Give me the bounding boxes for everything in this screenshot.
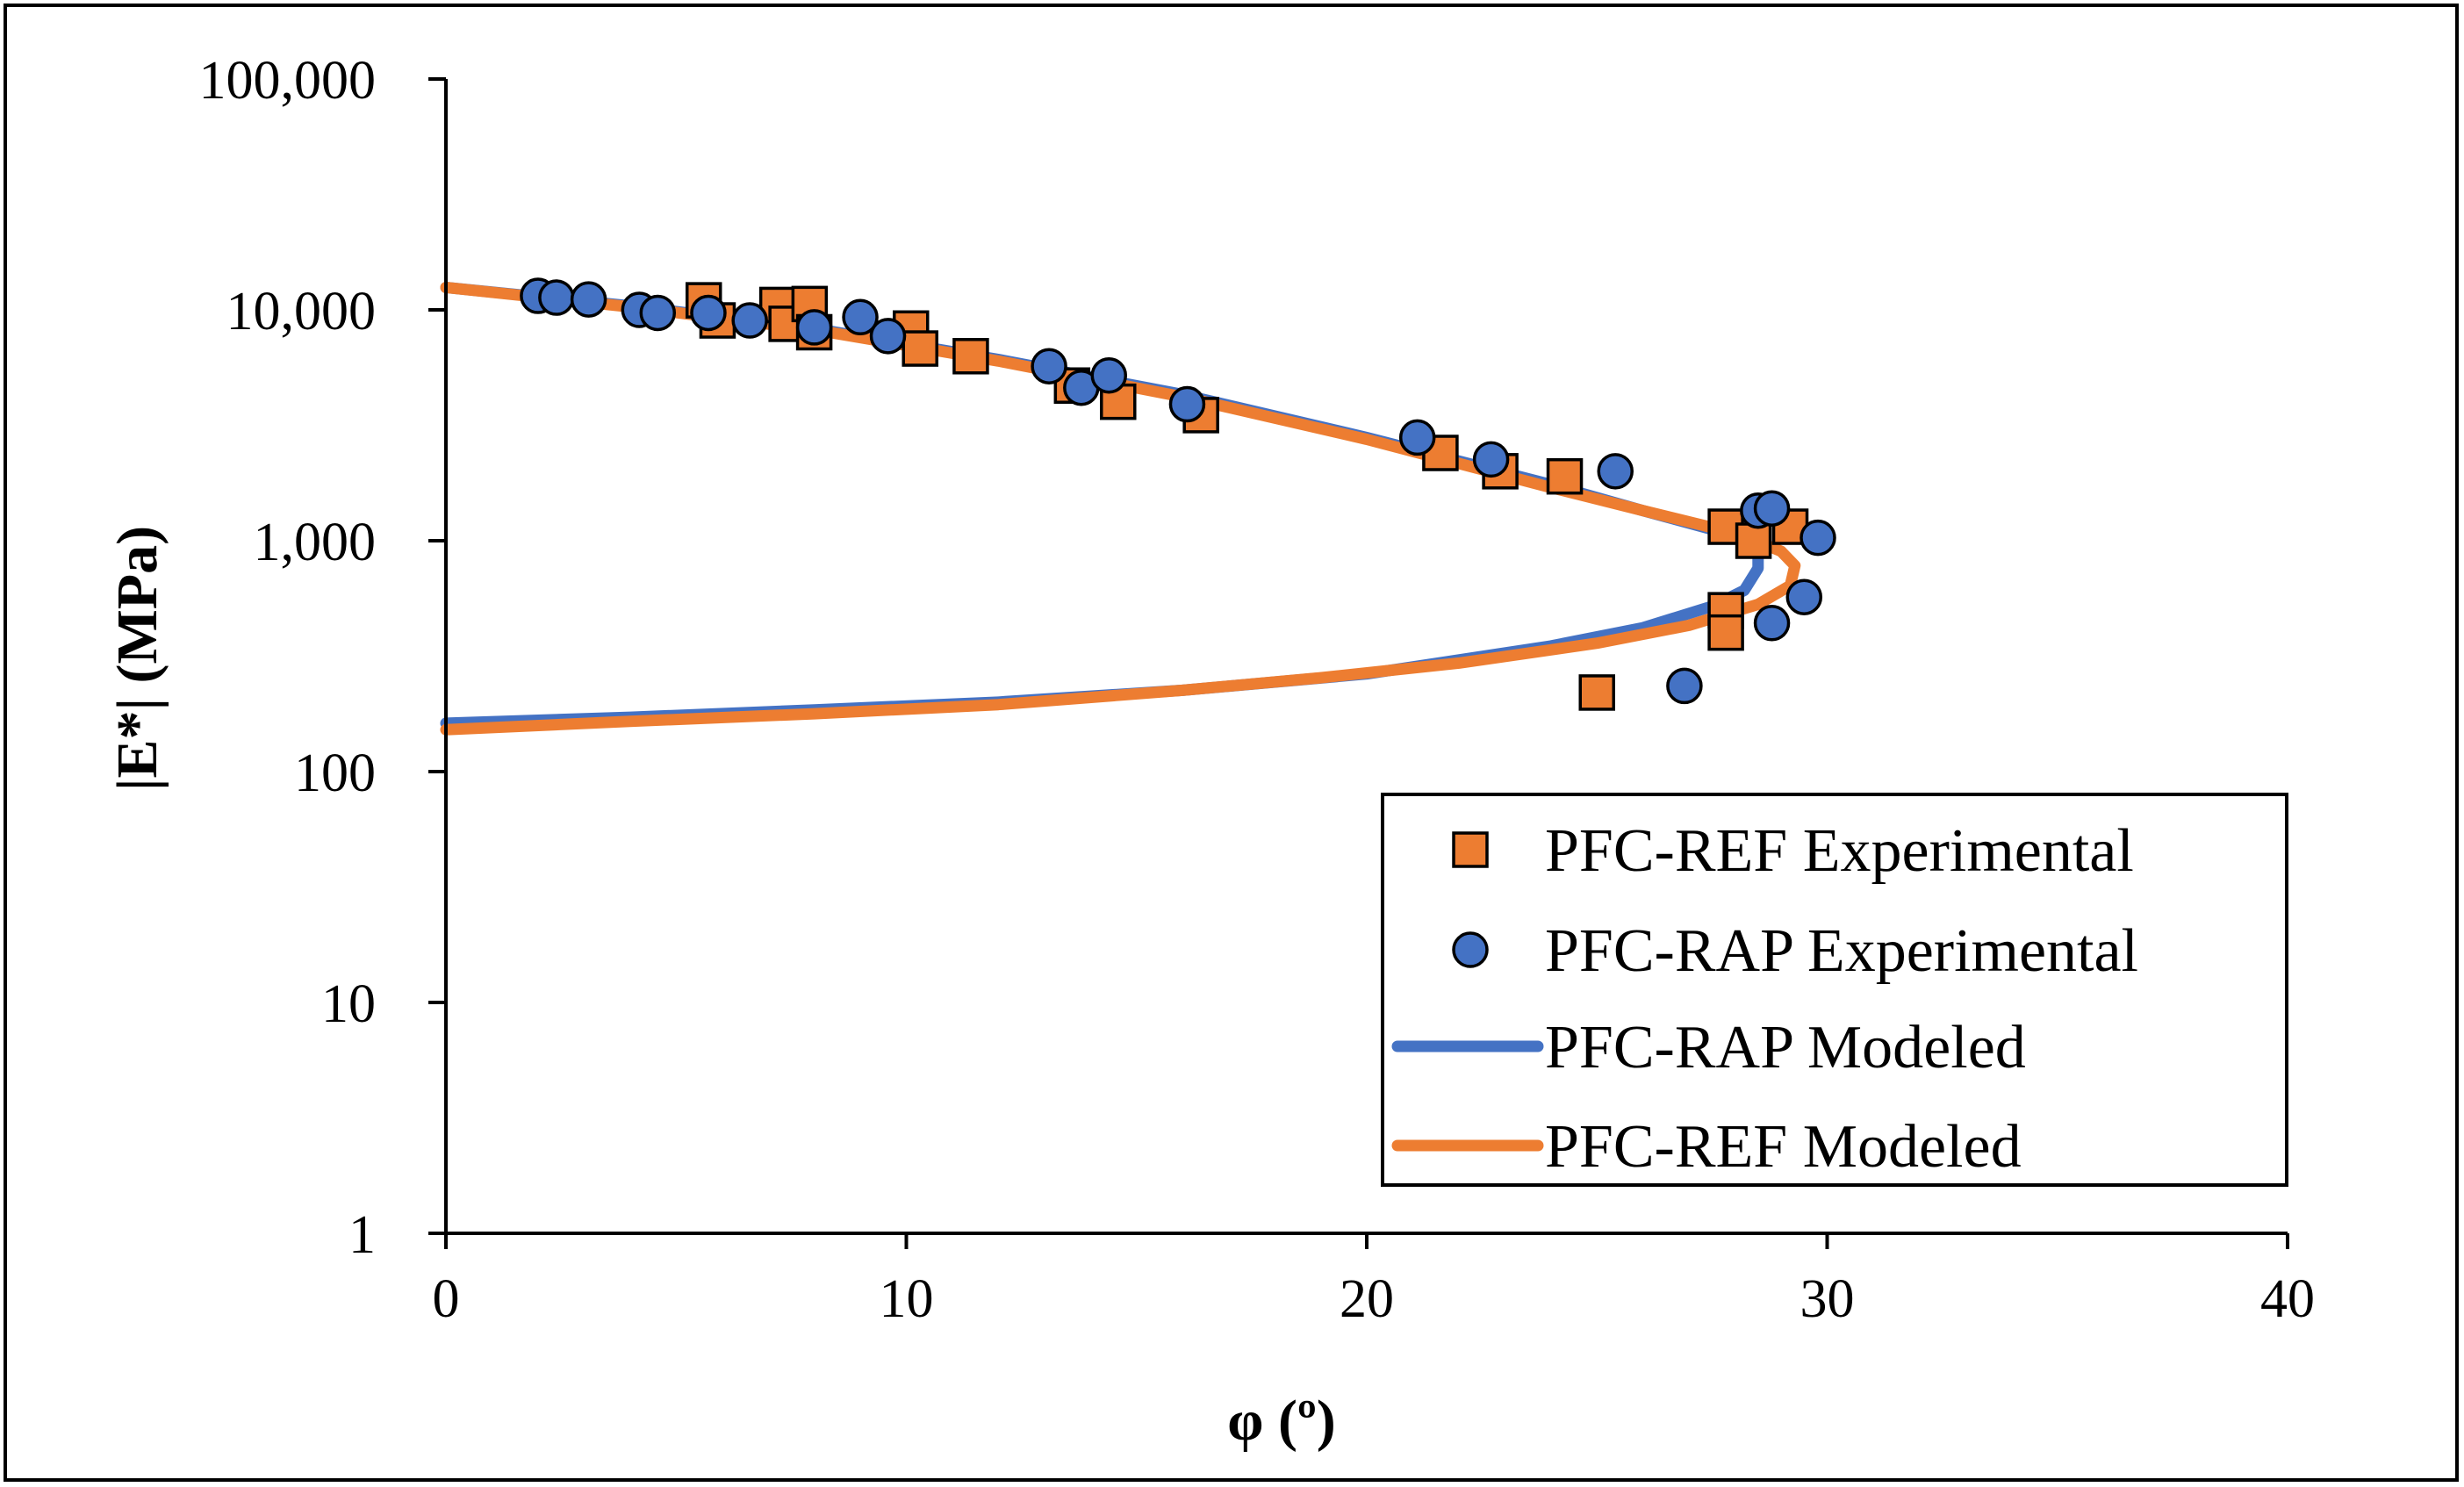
rap-experimental-point [1666,667,1703,705]
rap-experimental-point [570,281,607,318]
rap-experimental-point [1472,441,1510,478]
legend-box [1381,793,2288,1187]
legend-ref-experimental-marker [1452,831,1489,868]
rap-experimental-point [1597,453,1634,490]
ref-experimental-point [902,330,938,367]
x-tick-label: 10 [880,1269,934,1329]
rap-experimental-point [731,302,768,339]
y-axis-ticks: 1 10 100 1,000 10,000 100,000 [199,51,446,1265]
legend-label: PFC-RAP Experimental [1545,917,2138,985]
legend-label: PFC-REF Modeled [1545,1113,2022,1181]
rap-experimental-point [1753,490,1791,527]
x-axis-ticks: 0 10 20 30 40 [433,1233,2315,1329]
y-tick-label: 1 [348,1205,376,1265]
rap-experimental-point [1785,578,1823,615]
rap-experimental-point [842,298,879,336]
legend-rap-experimental-marker [1452,931,1489,968]
rap-experimental-point [795,309,833,346]
ref-experimental-point [1707,614,1744,651]
legend-label: PFC-RAP Modeled [1545,1014,2026,1081]
legend: PFC-REF Experimental PFC-RAP Experimental… [1381,793,2288,1187]
y-axis-title: |E*| (MPa) [105,526,169,791]
x-tick-label: 0 [433,1269,460,1329]
rap-experimental-point [1753,605,1791,642]
y-tick-label: 100,000 [199,51,377,111]
ref-experimental-point [1735,522,1772,559]
rap-experimental-point [1090,356,1128,394]
rap-experimental-point [639,294,677,332]
rap-experimental-point [1800,519,1836,557]
legend-label: PFC-REF Experimental [1545,817,2134,885]
ref-experimental-point [952,338,989,375]
y-tick-label: 1,000 [254,513,377,572]
x-axis-title: φ (º) [1227,1389,1335,1453]
y-tick-label: 10 [321,974,376,1034]
ref-experimental-point [1578,674,1615,711]
rap-experimental-point [869,318,907,355]
rap-experimental-point [1398,419,1436,456]
rap-experimental-point [690,294,727,332]
x-tick-label: 30 [1800,1269,1855,1329]
x-tick-label: 40 [2260,1269,2315,1329]
plot-area [440,277,1836,736]
rap-experimental-point [538,279,575,316]
y-tick-label: 100 [294,744,376,803]
rap-experimental-point [1031,348,1067,384]
rap-experimental-point [1168,385,1206,423]
ref-experimental-point [1546,457,1584,495]
y-tick-label: 10,000 [226,282,377,341]
x-tick-label: 20 [1340,1269,1394,1329]
